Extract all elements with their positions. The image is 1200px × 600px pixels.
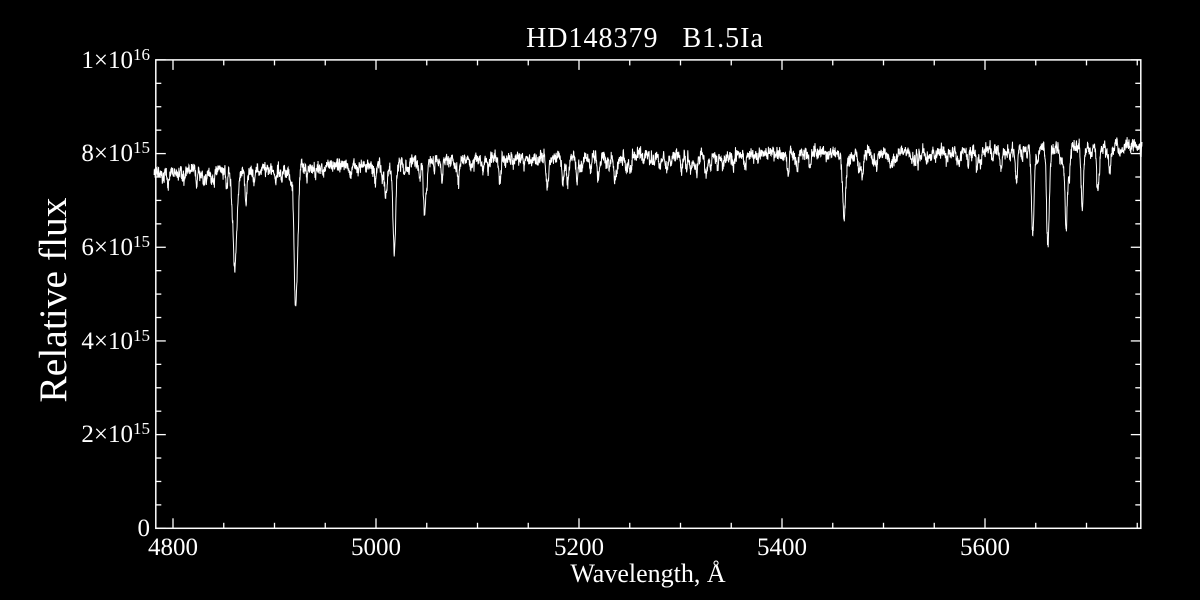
- svg-text:5200: 5200: [554, 534, 604, 561]
- svg-text:5600: 5600: [960, 534, 1010, 561]
- svg-text:5000: 5000: [351, 534, 401, 561]
- svg-text:4800: 4800: [148, 534, 198, 561]
- svg-text:0: 0: [138, 515, 151, 542]
- svg-text:5400: 5400: [757, 534, 807, 561]
- svg-text:Relative flux: Relative flux: [31, 197, 75, 402]
- svg-text:Wavelength, Å: Wavelength, Å: [570, 559, 726, 588]
- svg-text:HD148379 B1.5Ia: HD148379 B1.5Ia: [526, 23, 764, 54]
